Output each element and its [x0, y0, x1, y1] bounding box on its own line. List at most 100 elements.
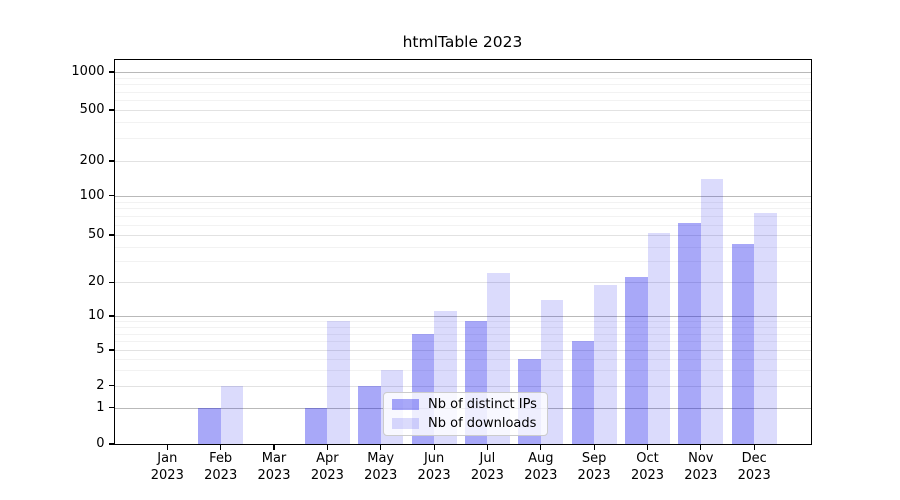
x-tick-label-aug: Aug 2023: [509, 451, 573, 484]
x-tick-mark: [486, 444, 488, 450]
x-tick-label-apr: Apr 2023: [295, 451, 359, 484]
x-tick-year: 2023: [524, 467, 558, 483]
y-tick-label: 20: [87, 274, 105, 290]
x-tick-label-jan: Jan 2023: [135, 451, 199, 484]
gridline: [114, 110, 811, 111]
x-tick-mark: [700, 444, 702, 450]
y-tick-mark: [109, 281, 114, 283]
x-tick-label-sep: Sep 2023: [562, 451, 626, 484]
y-tick-label: 5: [96, 342, 105, 357]
x-tick-month: Dec: [741, 451, 767, 466]
x-tick-month: Jul: [479, 451, 496, 466]
bar-downloads-feb: [220, 385, 244, 444]
x-tick-label-oct: Oct 2023: [616, 451, 680, 484]
gridline-minor: [114, 84, 811, 86]
x-tick-year: 2023: [257, 467, 291, 483]
x-tick-year: 2023: [364, 467, 398, 483]
legend-swatch-distinct-ips: [392, 399, 419, 410]
gridline-major: [114, 316, 811, 317]
x-tick-mark: [753, 444, 755, 450]
gridline-minor: [114, 321, 811, 323]
legend: Nb of distinct IPs Nb of downloads: [383, 392, 548, 436]
bar-distinct-ips-apr: [304, 407, 328, 444]
chart-title: htmlTable 2023: [402, 33, 523, 51]
x-tick-year: 2023: [684, 467, 718, 483]
gridline-minor: [114, 77, 811, 79]
gridline-minor: [114, 369, 811, 371]
x-tick-mark: [166, 444, 168, 450]
x-tick-year: 2023: [204, 467, 238, 483]
x-tick-label-dec: Dec 2023: [722, 451, 786, 484]
x-tick-year: 2023: [150, 467, 184, 483]
gridline-minor: [114, 224, 811, 226]
x-tick-mark: [540, 444, 542, 450]
legend-entry-downloads: Nb of downloads: [392, 416, 547, 431]
x-tick-month: Apr: [316, 451, 339, 466]
x-tick-label-jul: Jul 2023: [455, 451, 519, 484]
gridline: [114, 282, 811, 284]
x-tick-label-jun: Jun 2023: [402, 451, 466, 484]
gridline-minor: [114, 122, 811, 124]
gridline-minor: [114, 341, 811, 342]
x-tick-label-feb: Feb 2023: [189, 451, 253, 484]
x-tick-mark: [273, 444, 275, 450]
gridline-minor: [114, 91, 811, 93]
legend-label-downloads: Nb of downloads: [428, 416, 537, 431]
bar-distinct-ips-oct: [625, 277, 648, 444]
gridline: [114, 161, 811, 162]
bar-distinct-ips-sep: [571, 341, 595, 444]
x-tick-month: May: [367, 451, 395, 466]
gridline-minor: [114, 100, 811, 101]
x-tick-month: Mar: [261, 451, 287, 466]
y-tick-label: 50: [87, 227, 105, 242]
x-tick-year: 2023: [417, 467, 451, 483]
y-tick-label: 200: [79, 153, 105, 168]
y-tick-label: 0: [96, 436, 105, 451]
y-tick-mark: [109, 406, 114, 409]
bar-downloads-dec: [754, 212, 777, 444]
gridline-minor: [114, 246, 811, 248]
y-tick-label: 1000: [71, 64, 105, 79]
gridline-minor: [114, 215, 811, 217]
y-tick-label: 2: [96, 377, 105, 393]
x-tick-year: 2023: [630, 467, 665, 483]
x-tick-year: 2023: [737, 467, 771, 483]
x-tick-month: Nov: [688, 451, 714, 466]
gridline: [114, 385, 811, 387]
y-tick-mark: [109, 315, 114, 317]
x-tick-month: Jun: [423, 451, 445, 466]
x-tick-month: Feb: [209, 451, 233, 466]
x-tick-month: Oct: [636, 451, 659, 466]
y-tick-mark: [109, 109, 114, 111]
x-tick-mark: [380, 444, 382, 450]
x-tick-mark: [220, 444, 222, 450]
bar-downloads-oct: [647, 232, 670, 444]
x-tick-year: 2023: [310, 467, 344, 483]
gridline-major: [114, 195, 811, 197]
x-tick-label-may: May 2023: [349, 451, 413, 484]
gridline: [114, 235, 811, 236]
y-tick-mark: [109, 195, 114, 197]
gridline-minor: [114, 358, 811, 360]
x-tick-label-mar: Mar 2023: [242, 451, 306, 484]
gridline-minor: [114, 201, 811, 203]
x-tick-mark: [433, 444, 435, 450]
legend-entry-distinct-ips: Nb of distinct IPs: [392, 397, 547, 412]
x-tick-month: Sep: [581, 451, 607, 466]
y-tick-label: 100: [79, 187, 105, 203]
gridline-major: [114, 72, 811, 73]
y-tick-label: 10: [87, 308, 105, 323]
x-tick-month: Aug: [528, 451, 554, 466]
bar-distinct-ips-may: [358, 385, 381, 444]
x-tick-month: Jan: [157, 451, 178, 466]
gridline-minor: [114, 326, 811, 328]
bar-downloads-sep: [594, 284, 617, 444]
y-tick-mark: [109, 384, 114, 387]
y-tick-mark: [109, 443, 114, 445]
x-tick-mark: [593, 444, 595, 450]
bar-distinct-ips-nov: [678, 222, 701, 444]
x-tick-mark: [646, 444, 649, 450]
bar-downloads-nov: [700, 178, 724, 444]
bar-distinct-ips-feb: [198, 407, 221, 444]
